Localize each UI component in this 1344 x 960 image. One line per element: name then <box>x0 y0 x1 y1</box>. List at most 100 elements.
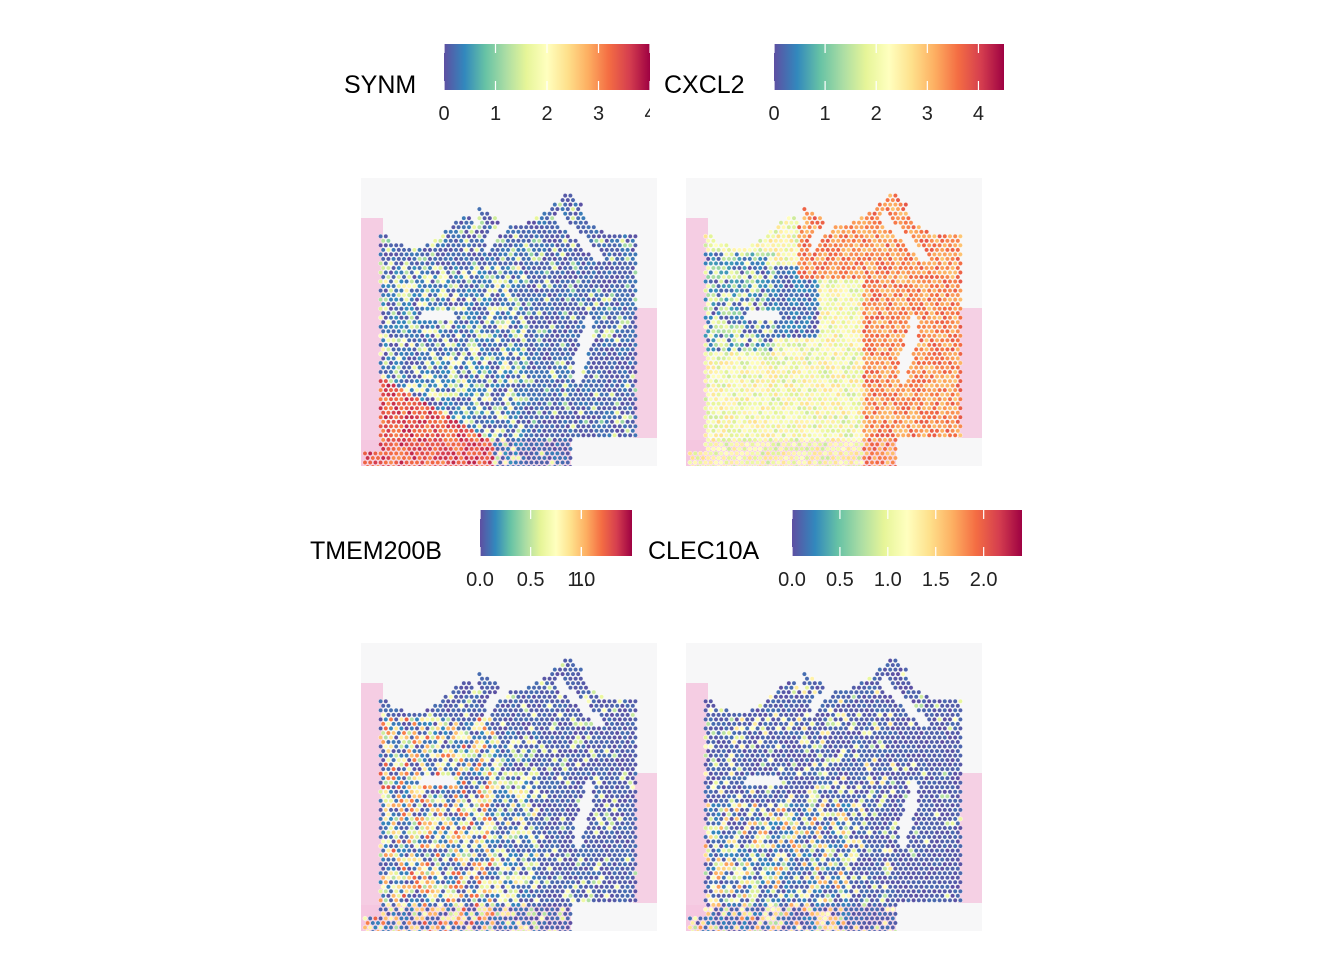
spot <box>703 333 708 339</box>
spot <box>879 324 885 330</box>
spot <box>744 369 750 375</box>
spot <box>789 229 794 235</box>
spot <box>593 310 599 316</box>
spot <box>482 387 488 393</box>
spot <box>955 238 961 244</box>
spot <box>562 437 568 443</box>
spot <box>921 279 927 284</box>
spot <box>469 464 474 466</box>
spot <box>539 378 545 384</box>
spot <box>864 306 870 312</box>
spot <box>872 428 878 434</box>
spot <box>606 315 612 321</box>
spot <box>448 455 454 461</box>
spot <box>479 301 485 307</box>
spot <box>934 383 940 389</box>
spot <box>776 342 781 348</box>
spot <box>536 265 542 271</box>
spot <box>612 242 618 248</box>
spot <box>445 242 451 248</box>
spot <box>705 455 711 461</box>
spot <box>718 315 724 321</box>
spot <box>567 292 573 298</box>
spot <box>744 396 750 402</box>
spot <box>872 446 878 452</box>
spot <box>835 374 841 379</box>
spot <box>859 224 865 230</box>
spot <box>820 220 826 226</box>
spot <box>456 423 462 429</box>
spot <box>388 369 394 375</box>
spot <box>950 365 955 370</box>
spot <box>432 292 438 298</box>
spot <box>885 450 891 456</box>
spot <box>750 306 755 312</box>
spot <box>848 279 854 284</box>
spot <box>513 387 519 393</box>
spot <box>469 455 475 461</box>
spot <box>515 437 521 443</box>
spot <box>950 256 955 262</box>
spot <box>952 423 958 429</box>
spot <box>882 392 888 398</box>
spot <box>713 324 719 330</box>
spot <box>817 414 823 420</box>
spot <box>799 365 805 370</box>
spot <box>783 392 789 398</box>
spot <box>432 283 438 289</box>
spot <box>474 419 480 425</box>
spot <box>856 238 862 244</box>
spot <box>479 274 485 280</box>
spot <box>921 270 927 275</box>
spot <box>445 414 451 420</box>
spot <box>505 265 511 271</box>
spot <box>859 288 865 294</box>
spot <box>794 265 800 271</box>
spot <box>882 346 888 352</box>
spot <box>469 410 475 416</box>
spots-layer <box>687 193 963 466</box>
spot <box>817 279 823 284</box>
spot <box>879 270 885 275</box>
spot <box>617 288 623 294</box>
spot <box>786 215 792 221</box>
spot <box>807 369 813 375</box>
spot <box>783 401 789 407</box>
spot <box>794 238 800 244</box>
spot <box>448 401 454 407</box>
spot <box>710 428 716 434</box>
spot <box>843 351 849 357</box>
spot <box>905 423 911 429</box>
spot <box>391 328 396 334</box>
spot <box>541 211 547 217</box>
spot <box>393 360 399 366</box>
spot <box>570 423 576 429</box>
spot <box>456 450 462 456</box>
spot <box>562 428 568 434</box>
spot <box>799 229 805 235</box>
spot <box>794 247 800 253</box>
spot <box>737 265 742 271</box>
spot <box>458 220 464 226</box>
spot <box>552 265 558 271</box>
spot <box>918 238 924 244</box>
spot <box>419 387 425 393</box>
spot <box>385 238 391 244</box>
spot <box>737 355 742 361</box>
spot <box>482 441 488 447</box>
spot <box>383 315 389 321</box>
spot <box>781 351 787 357</box>
spot <box>916 233 922 239</box>
spot <box>869 279 875 284</box>
spot <box>474 247 480 253</box>
spot <box>630 328 636 334</box>
spot <box>869 233 875 239</box>
spot <box>474 292 480 298</box>
spot <box>383 342 389 348</box>
spot <box>713 450 719 456</box>
spot <box>947 405 953 411</box>
spot <box>619 374 625 379</box>
spot <box>539 405 545 411</box>
spot <box>622 242 628 248</box>
spot <box>487 414 493 420</box>
